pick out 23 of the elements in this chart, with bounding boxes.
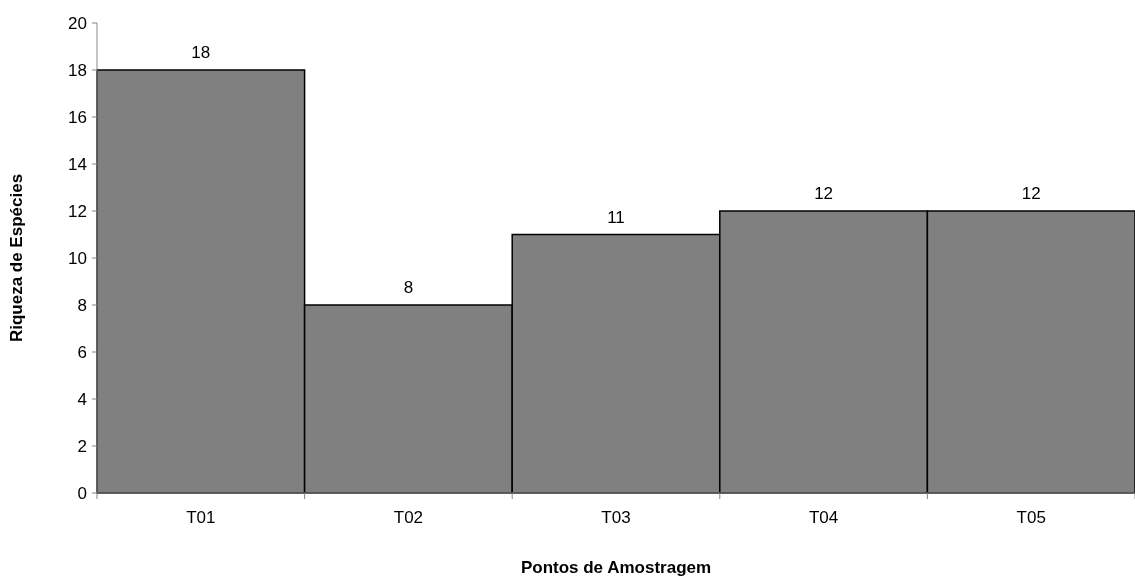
y-tick-label: 12	[68, 201, 87, 221]
y-tick-label: 6	[77, 342, 87, 362]
y-tick-label: 18	[68, 60, 87, 80]
x-tick-label: T04	[808, 508, 839, 527]
data-label: 12	[814, 184, 834, 203]
y-axis-title: Riqueza de Espécies	[7, 173, 26, 343]
x-tick-label: T02	[393, 508, 424, 527]
y-tick-label: 4	[77, 389, 87, 409]
y-tick-label: 16	[68, 107, 87, 127]
x-tick-label: T03	[601, 508, 631, 527]
y-tick-label: 8	[77, 295, 87, 315]
x-axis-title: Pontos de Amostragem	[520, 558, 712, 577]
y-tick-label: 10	[68, 248, 87, 268]
data-label: 18	[191, 43, 211, 62]
data-label: 11	[607, 207, 625, 227]
y-tick-label: 14	[68, 154, 87, 174]
data-label: 8	[403, 278, 414, 297]
y-tick-label: 20	[68, 13, 87, 33]
x-tick-label: T01	[186, 508, 216, 527]
y-tick-label: 2	[77, 436, 87, 456]
y-tick-label: 0	[77, 483, 87, 503]
data-label: 12	[1021, 184, 1041, 203]
x-tick-label: T05	[1016, 508, 1046, 527]
